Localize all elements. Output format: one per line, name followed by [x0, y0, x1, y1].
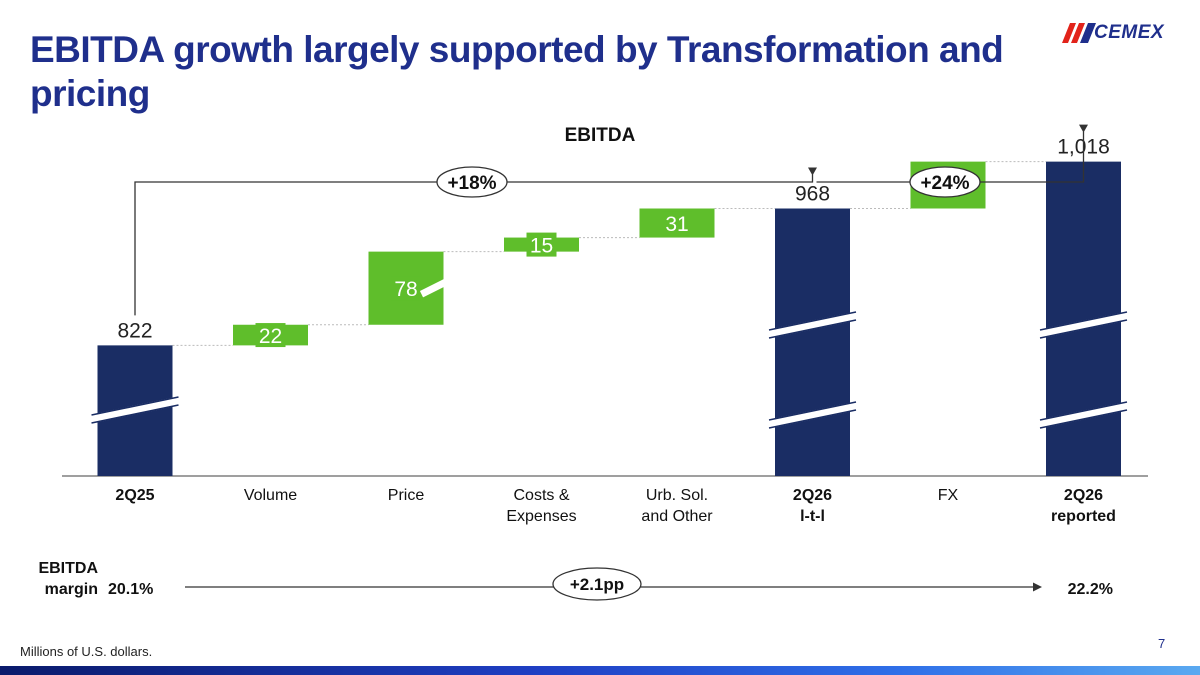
margin-start-value: 20.1% [108, 581, 153, 598]
axis-break-line [768, 401, 857, 421]
margin-change-label: +2.1pp [570, 575, 624, 594]
category-label: 2Q26 [1064, 487, 1103, 504]
axis-break-gap [768, 311, 857, 339]
axis-break-gap [768, 401, 857, 429]
cemex-logo-icon [1062, 23, 1096, 43]
category-label: FX [938, 487, 959, 504]
category-label: Urb. Sol. [646, 487, 708, 504]
category-label: Volume [244, 487, 297, 504]
axis-break-gap [419, 279, 448, 298]
axis-break-gap [1039, 311, 1128, 339]
margin-end-value: 22.2% [1068, 581, 1113, 598]
margin-row-label: margin [45, 581, 98, 598]
arrowhead-icon [808, 167, 817, 176]
increase-label-box [662, 211, 692, 236]
total-value-label: 968 [795, 183, 830, 206]
axis-break-line [768, 311, 857, 331]
axis-break-line [1039, 409, 1128, 429]
category-label: l-t-l [800, 508, 825, 525]
growth-bubble [909, 166, 981, 198]
increase-value-label: 22 [259, 325, 282, 348]
increase-label-box [526, 232, 557, 257]
cemex-logo-text: CEMEX [1094, 22, 1165, 43]
arrowhead-icon [1079, 124, 1088, 133]
category-label: Costs & [513, 487, 569, 504]
axis-break-line [91, 404, 179, 424]
axis-break-gap [90, 396, 180, 424]
total-bar [775, 208, 850, 476]
margin-row-label: EBITDA [38, 560, 98, 577]
category-label: Expenses [506, 508, 576, 525]
category-label: 2Q25 [115, 487, 154, 504]
increase-value-label: 31 [665, 213, 688, 236]
ebitda-waterfall-chart: EBITDA82222781531968501,0182Q25VolumePri… [38, 124, 1148, 601]
chart-title: EBITDA [565, 125, 636, 146]
arrowhead-icon [1033, 582, 1042, 592]
growth-bubble [436, 166, 508, 198]
axis-break-line [768, 319, 857, 339]
axis-break-gap [1039, 401, 1128, 429]
increase-value-label: 15 [530, 235, 553, 258]
category-label: 2Q26 [793, 487, 832, 504]
category-label: reported [1051, 508, 1116, 525]
margin-change-bubble [552, 567, 642, 601]
axis-break-line [1039, 319, 1128, 339]
page-title: EBITDA growth largely supported by Trans… [30, 29, 1004, 114]
increase-label-box [255, 323, 286, 348]
axis-break-line [1039, 401, 1128, 421]
axis-break-line [768, 409, 857, 429]
footnote: Millions of U.S. dollars. [20, 644, 153, 659]
cemex-logo: CEMEX [1062, 20, 1180, 46]
category-label: and Other [641, 508, 713, 525]
category-label: Price [388, 487, 425, 504]
growth-bracket-line [816, 131, 1085, 183]
increase-value-label: 78 [394, 278, 417, 301]
increase-label-box [391, 276, 421, 301]
total-value-label: 822 [117, 319, 152, 342]
growth-label: +24% [920, 173, 969, 194]
page-number: 7 [1158, 636, 1166, 651]
growth-label: +18% [447, 173, 496, 194]
bottom-brand-band [0, 666, 1200, 675]
axis-break-line [1039, 311, 1128, 331]
axis-break-line [91, 396, 179, 416]
